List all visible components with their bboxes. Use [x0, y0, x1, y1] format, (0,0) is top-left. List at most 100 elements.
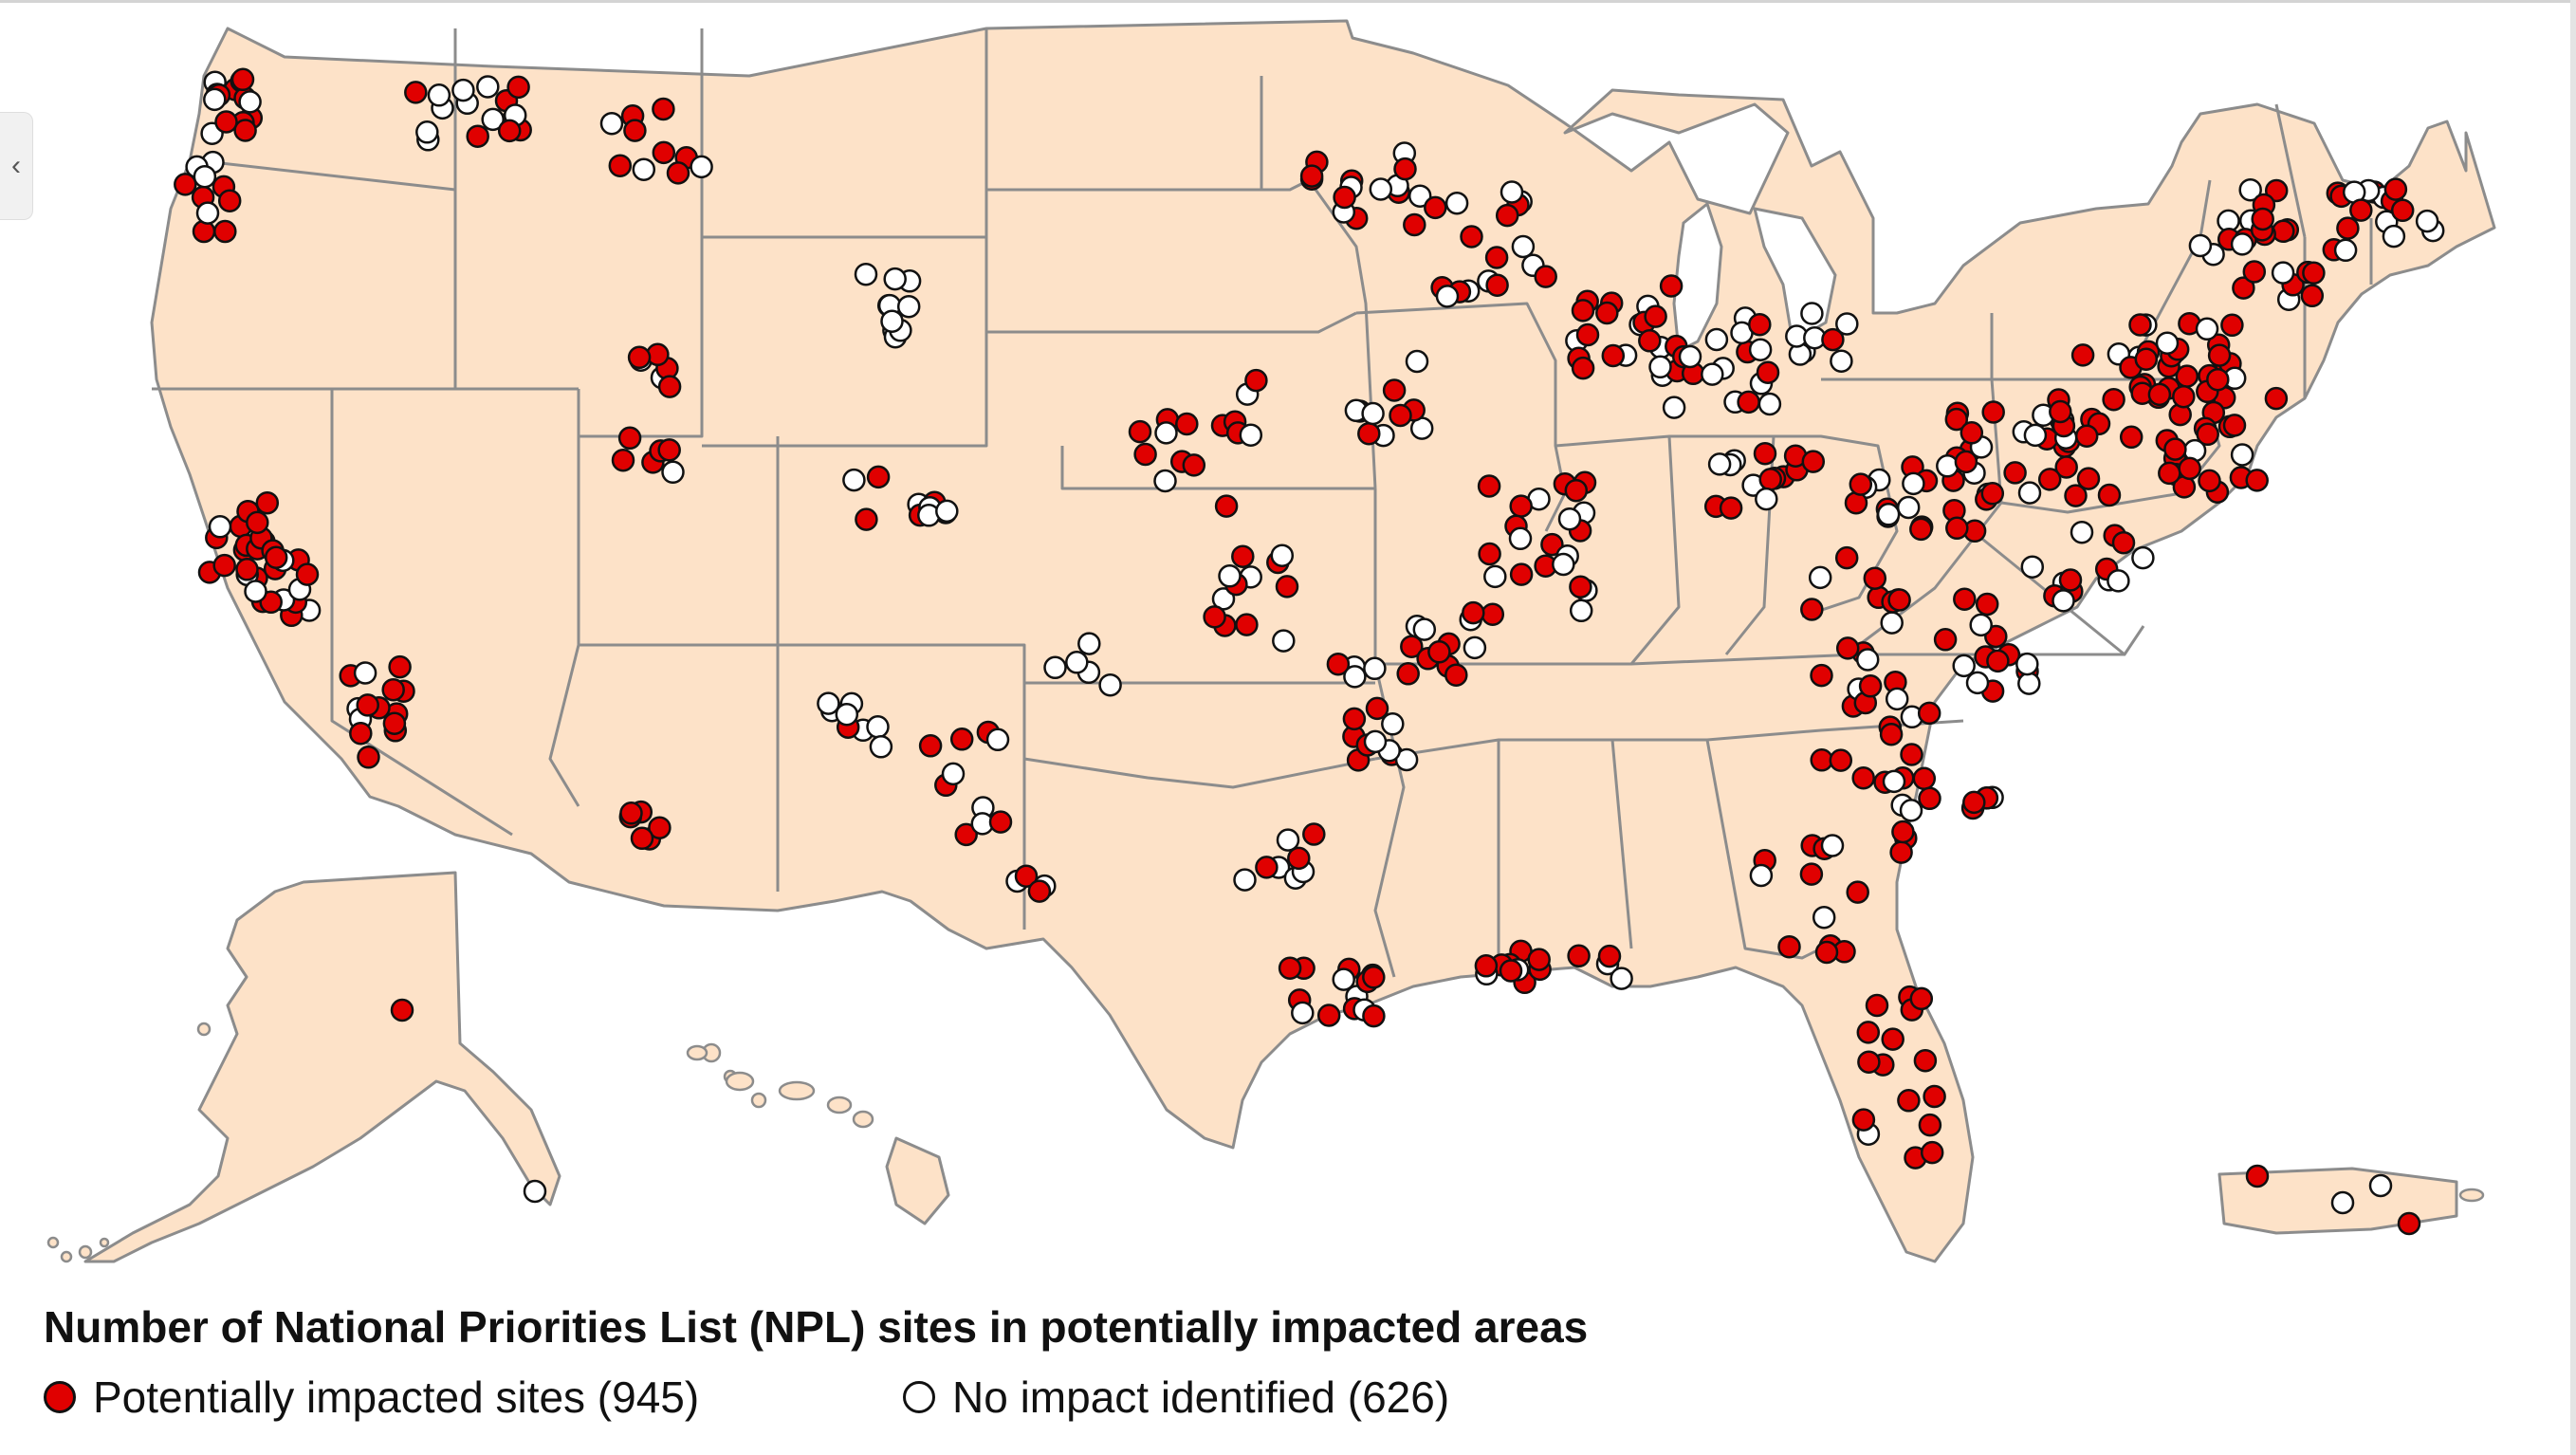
- npl-site-marker: [1326, 652, 1351, 676]
- npl-site-marker: [1363, 729, 1388, 754]
- npl-site-marker: [1644, 304, 1667, 328]
- npl-site-marker: [1659, 274, 1684, 298]
- npl-site-marker: [1678, 344, 1702, 369]
- npl-site-marker: [954, 822, 978, 847]
- npl-site-marker: [1462, 600, 1485, 625]
- npl-site-marker: [451, 78, 475, 102]
- npl-site-marker: [1534, 265, 1557, 288]
- npl-site-marker: [244, 580, 267, 603]
- collapse-panel-button[interactable]: ‹: [0, 112, 33, 220]
- npl-site-marker: [949, 728, 974, 751]
- npl-site-marker: [2207, 343, 2232, 367]
- npl-site-marker: [1408, 184, 1432, 208]
- npl-site-marker: [1357, 421, 1381, 446]
- npl-site-marker: [1569, 575, 1592, 599]
- npl-site-marker: [2264, 178, 2289, 203]
- npl-site-marker: [349, 721, 373, 746]
- open-circle-icon: [903, 1381, 935, 1413]
- npl-site-marker: [415, 120, 439, 144]
- npl-site-marker: [2415, 209, 2439, 233]
- npl-site-marker: [264, 545, 288, 569]
- npl-site-marker: [627, 345, 652, 370]
- npl-site-marker: [1701, 362, 1724, 386]
- npl-site-marker: [1863, 566, 1887, 590]
- npl-site-marker: [208, 515, 232, 539]
- npl-site-marker: [1363, 656, 1387, 681]
- npl-site-marker: [1856, 1021, 1881, 1044]
- npl-site-marker: [2349, 198, 2373, 222]
- npl-site-marker: [2230, 232, 2254, 256]
- aleutian-islands: [46, 1022, 767, 1263]
- npl-site-marker: [2097, 483, 2122, 507]
- npl-site-marker: [988, 810, 1013, 834]
- npl-site-marker: [2070, 520, 2094, 544]
- npl-site-marker: [1342, 707, 1367, 731]
- npl-site-marker: [1478, 542, 1501, 566]
- npl-site-marker: [2195, 317, 2219, 341]
- vieques: [2458, 1188, 2485, 1203]
- npl-site-marker: [1508, 526, 1533, 551]
- npl-site-marker: [1758, 468, 1782, 491]
- npl-site-marker: [2158, 461, 2181, 486]
- npl-site-marker: [1382, 378, 1407, 402]
- npl-site-marker: [1810, 748, 1833, 772]
- npl-site-marker: [1891, 820, 1915, 844]
- npl-site-marker: [1014, 864, 1039, 888]
- lake-michigan: [1672, 201, 1723, 354]
- npl-site-marker: [1965, 671, 1990, 695]
- npl-site-marker: [883, 267, 907, 291]
- npl-site-marker: [2023, 423, 2048, 448]
- npl-site-marker: [918, 734, 943, 758]
- npl-site-marker: [1830, 349, 1853, 373]
- npl-site-marker: [1933, 628, 1958, 652]
- npl-site-marker: [481, 107, 505, 132]
- npl-site-marker: [1567, 944, 1591, 968]
- npl-site-marker: [1662, 396, 1686, 419]
- npl-site-marker: [608, 154, 633, 177]
- npl-site-marker: [1483, 564, 1507, 589]
- npl-site-marker: [2238, 177, 2262, 202]
- npl-site-marker: [1986, 649, 2010, 673]
- npl-site-marker: [1133, 442, 1157, 467]
- npl-site-marker: [1218, 564, 1242, 588]
- npl-site-marker: [935, 499, 959, 524]
- npl-site-marker: [1427, 640, 1451, 664]
- npl-site-marker: [652, 97, 675, 121]
- npl-site-marker: [657, 438, 681, 462]
- npl-site-marker: [2271, 261, 2295, 285]
- npl-site-marker: [1882, 769, 1906, 794]
- npl-site-marker: [2272, 219, 2295, 244]
- npl-site-marker: [193, 164, 217, 189]
- npl-site-marker: [648, 816, 672, 839]
- npl-site-marker: [1275, 575, 1299, 599]
- npl-site-marker: [1704, 327, 1729, 352]
- npl-site-marker: [1953, 587, 1977, 611]
- npl-site-marker: [2230, 443, 2254, 467]
- npl-site-marker: [896, 294, 921, 319]
- npl-site-marker: [2054, 455, 2078, 479]
- npl-site-marker: [657, 375, 682, 398]
- npl-site-marker: [1981, 400, 2005, 424]
- npl-site-marker: [2368, 1173, 2393, 1198]
- npl-site-marker: [217, 189, 242, 212]
- npl-site-marker: [941, 762, 966, 786]
- npl-site-marker: [295, 562, 320, 586]
- npl-site-marker: [661, 460, 685, 485]
- npl-site-marker: [1835, 636, 1860, 660]
- npl-site-marker: [1460, 225, 1483, 249]
- npl-site-marker: [1737, 390, 1760, 414]
- npl-site-marker: [1834, 545, 1859, 570]
- npl-site-marker: [1849, 472, 1873, 496]
- npl-site-marker: [2163, 437, 2187, 461]
- npl-site-marker: [1316, 1004, 1341, 1027]
- npl-site-marker: [632, 157, 656, 181]
- npl-site-marker: [880, 309, 904, 333]
- npl-site-marker: [866, 715, 890, 739]
- npl-site-marker: [381, 677, 405, 702]
- npl-site-marker: [1276, 828, 1300, 852]
- legend-item-impacted: Potentially impacted sites (945): [44, 1372, 699, 1423]
- npl-site-marker: [1552, 552, 1575, 577]
- npl-site-marker: [2242, 260, 2267, 284]
- legend-label-not-impacted: No impact identified (626): [952, 1372, 1450, 1422]
- npl-site-marker: [611, 448, 635, 472]
